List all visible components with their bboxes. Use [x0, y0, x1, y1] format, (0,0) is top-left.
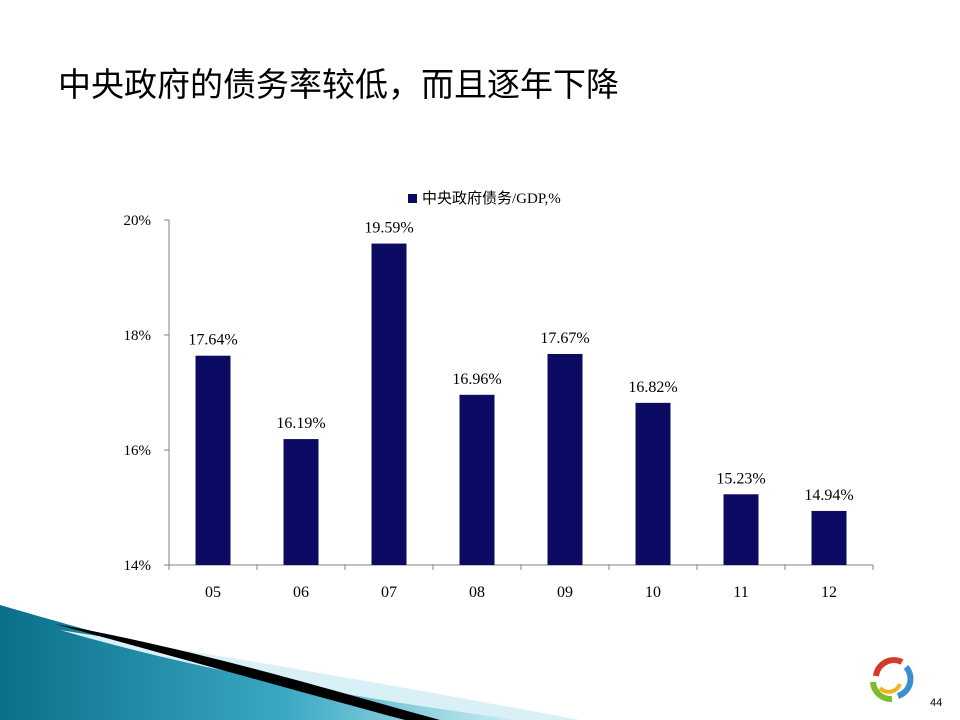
bar	[459, 394, 495, 565]
data-label: 16.19%	[276, 415, 325, 432]
bar	[371, 243, 407, 565]
x-tick-label: 08	[469, 584, 485, 601]
data-label: 17.64%	[188, 332, 237, 349]
x-tick-label: 10	[645, 584, 661, 601]
swoosh-black	[55, 624, 440, 720]
legend-swatch	[408, 194, 417, 203]
bar	[723, 494, 759, 565]
x-tick-label: 05	[205, 584, 221, 601]
swoosh-teal	[0, 605, 520, 720]
x-tick-label: 06	[293, 584, 309, 601]
swoosh-light	[60, 630, 580, 720]
data-label: 14.94%	[804, 487, 853, 504]
x-tick-label: 11	[733, 584, 748, 601]
data-label: 15.23%	[716, 470, 765, 487]
slide-title: 中央政府的债务率较低，而且逐年下降	[58, 65, 619, 104]
bar	[283, 439, 319, 565]
chart-bars	[195, 243, 847, 565]
bar	[547, 353, 583, 565]
data-label: 16.96%	[452, 371, 501, 388]
y-tick-label: 18%	[124, 328, 152, 344]
x-tick-label: 12	[821, 584, 837, 601]
y-tick-label: 16%	[124, 443, 152, 459]
x-tick-label: 09	[557, 584, 573, 601]
data-label: 17.67%	[540, 330, 589, 347]
y-tick-label: 20%	[124, 213, 152, 229]
bar	[195, 355, 231, 565]
chart-data-labels: 17.64% 16.19% 19.59% 16.96% 17.67% 16.82% 15.2…	[188, 220, 853, 504]
bar	[635, 402, 671, 565]
legend-label: 中央政府债务/GDP,%	[422, 190, 561, 207]
chart-legend: 中央政府债务/GDP,%	[408, 190, 561, 207]
page-number: 44	[930, 697, 943, 709]
bar	[811, 510, 847, 565]
y-tick-label: 14%	[124, 558, 152, 574]
data-label: 16.82%	[628, 379, 677, 396]
data-label: 19.59%	[364, 220, 413, 237]
x-tick-label: 07	[381, 584, 397, 601]
